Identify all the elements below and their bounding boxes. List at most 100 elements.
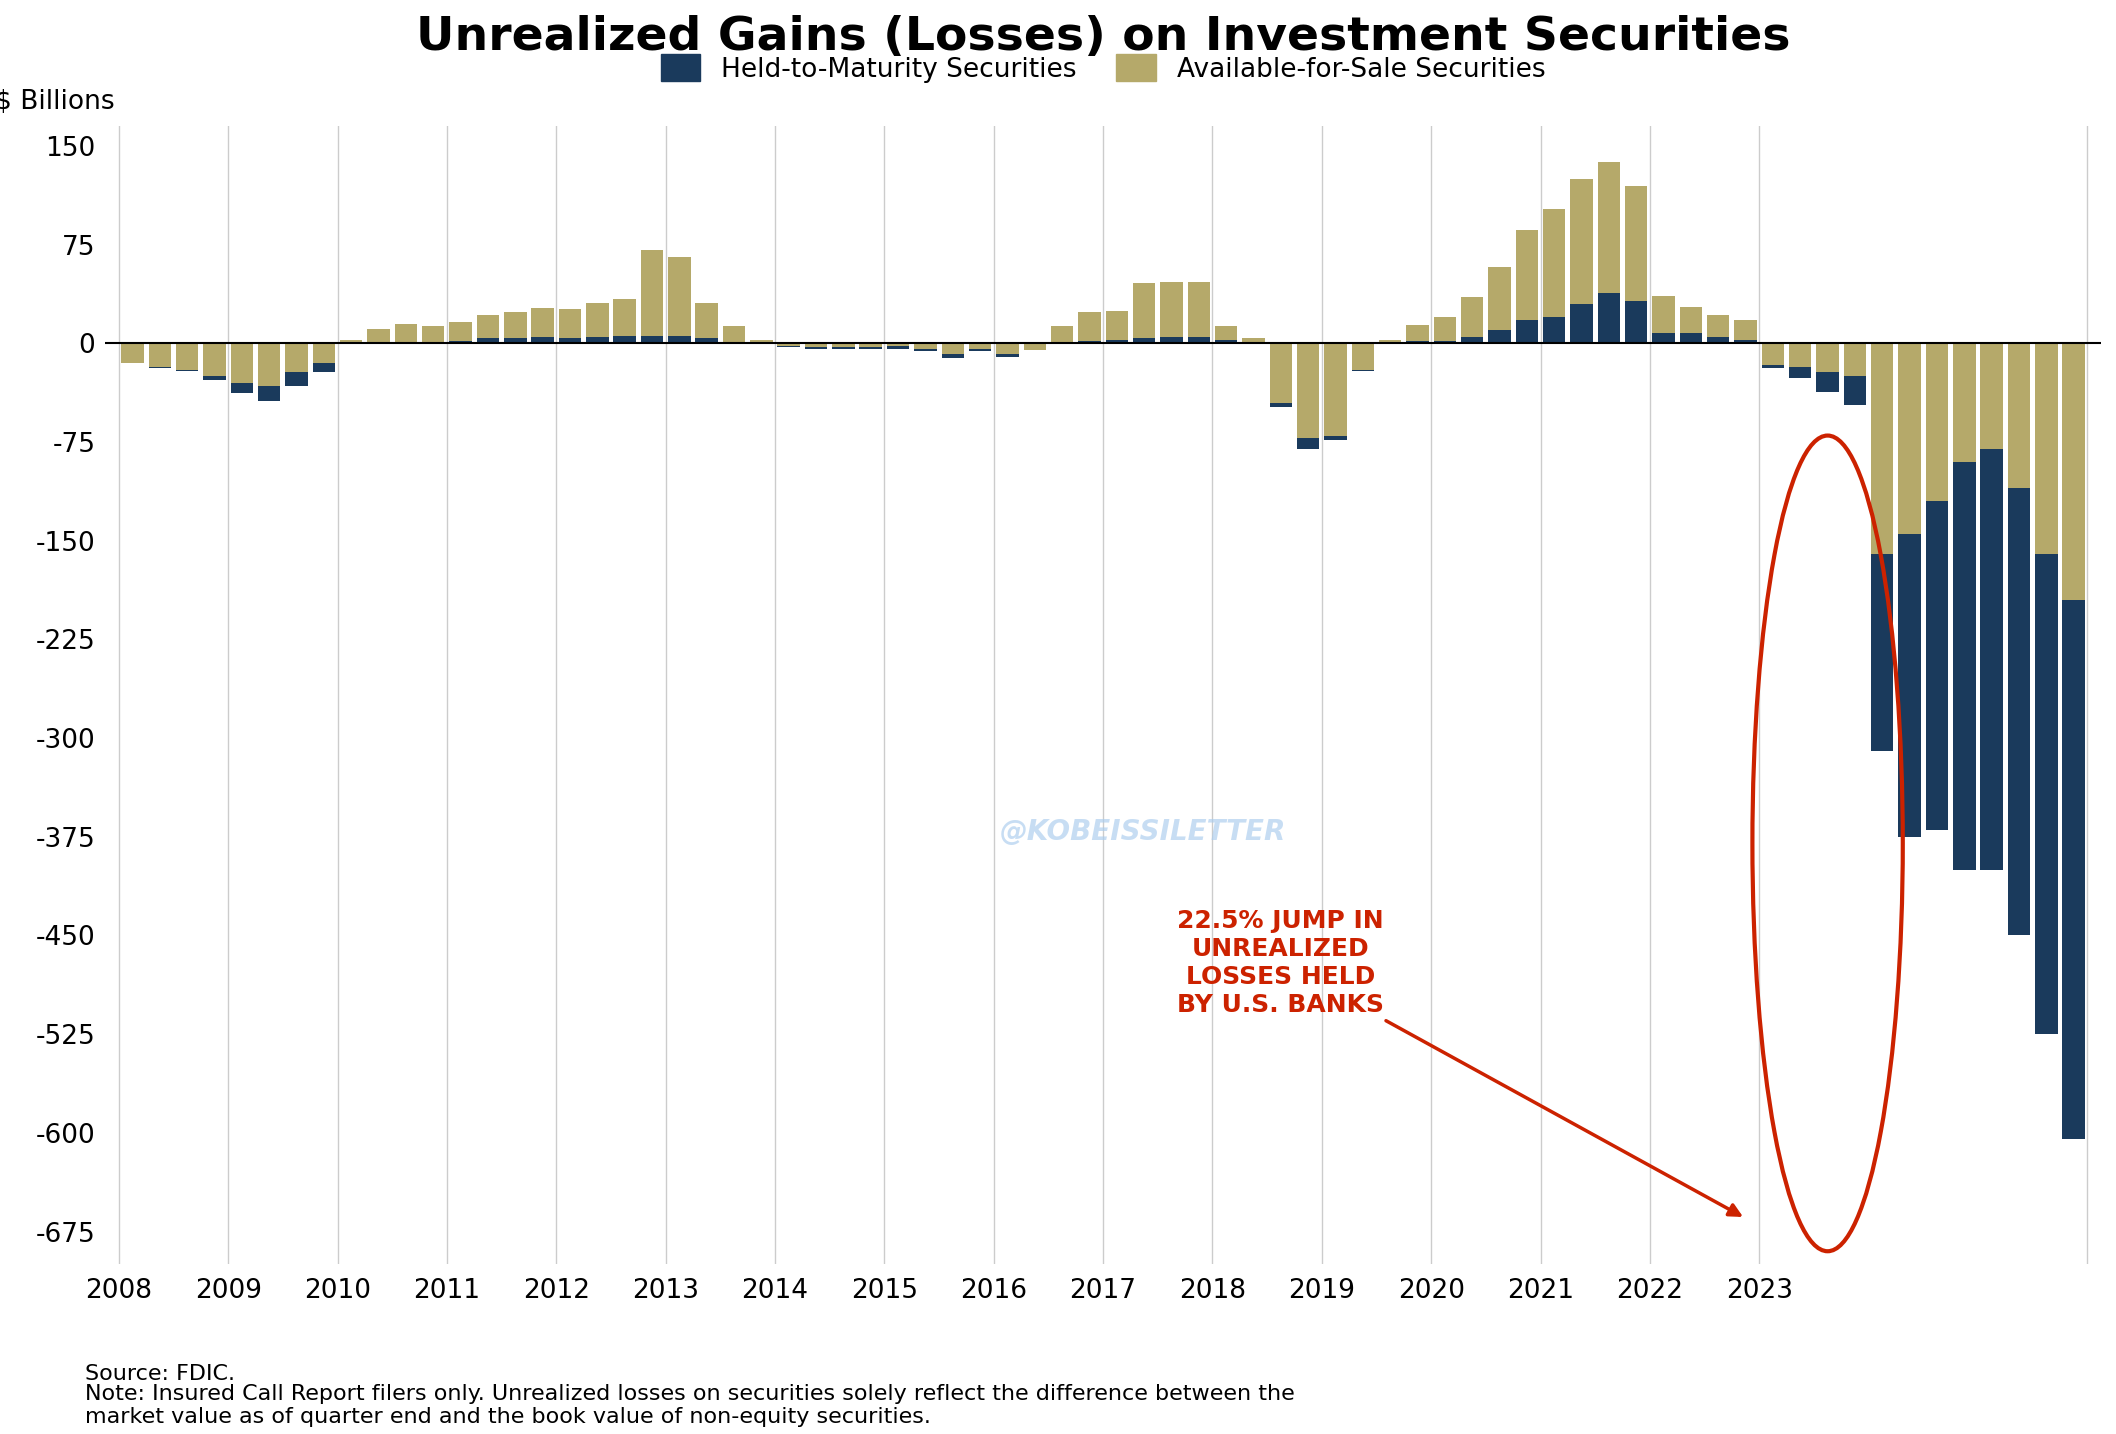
Bar	[1926, 502, 1949, 830]
Bar	[1024, 344, 1045, 350]
Bar	[1735, 320, 1756, 340]
Bar	[1488, 330, 1511, 344]
Bar	[396, 324, 417, 343]
Bar	[1570, 179, 1593, 304]
Bar	[231, 344, 254, 383]
Bar	[2063, 344, 2084, 599]
Bar	[2063, 599, 2084, 1140]
Bar	[1297, 344, 1320, 439]
Bar	[504, 311, 527, 338]
Bar	[1981, 449, 2004, 869]
Bar	[969, 344, 990, 348]
Bar	[832, 344, 855, 347]
Bar	[1352, 344, 1373, 370]
Bar	[914, 348, 937, 351]
Bar	[341, 340, 362, 344]
Bar	[1843, 344, 1866, 376]
Bar	[1488, 267, 1511, 330]
Bar	[1763, 364, 1784, 369]
Bar	[1132, 338, 1155, 344]
Bar	[231, 383, 254, 393]
Bar	[258, 386, 281, 402]
Bar	[476, 338, 499, 344]
Bar	[669, 336, 690, 344]
Bar	[1816, 344, 1839, 373]
Bar	[1515, 231, 1538, 320]
Bar	[614, 298, 637, 336]
Bar	[614, 336, 637, 344]
Bar	[1187, 337, 1210, 344]
Text: @KOBEISSILETTER: @KOBEISSILETTER	[1001, 817, 1287, 846]
Bar	[531, 337, 554, 344]
Bar	[1871, 554, 1894, 751]
Bar	[1215, 340, 1238, 344]
Bar	[476, 314, 499, 338]
Bar	[887, 344, 910, 346]
Bar	[1105, 311, 1128, 340]
Bar	[1132, 282, 1155, 338]
Bar	[1843, 376, 1866, 406]
Bar	[1625, 301, 1648, 344]
Bar	[1460, 297, 1483, 337]
Bar	[504, 338, 527, 344]
Bar	[1079, 311, 1100, 341]
Bar	[1953, 344, 1976, 462]
Bar	[368, 328, 389, 343]
Bar	[449, 341, 472, 344]
Bar	[286, 344, 307, 373]
Text: Source: FDIC.: Source: FDIC.	[85, 1364, 235, 1384]
Text: Note: Insured Call Report filers only. Unrealized losses on securities solely re: Note: Insured Call Report filers only. U…	[85, 1384, 1295, 1427]
Bar	[751, 340, 772, 344]
Bar	[1215, 327, 1238, 340]
Bar	[724, 327, 745, 343]
Bar	[1325, 436, 1346, 439]
Bar	[2036, 554, 2057, 1034]
Bar	[1953, 462, 1976, 869]
Bar	[176, 344, 199, 370]
Bar	[1708, 337, 1729, 344]
Bar	[313, 344, 334, 363]
Bar	[997, 354, 1018, 357]
Bar	[148, 344, 171, 367]
Bar	[696, 338, 717, 344]
Bar	[1926, 344, 1949, 502]
Bar	[887, 346, 910, 348]
Bar	[1735, 340, 1756, 344]
Bar	[1653, 333, 1674, 344]
Bar	[1653, 295, 1674, 333]
Bar	[1543, 209, 1566, 317]
Bar	[1680, 307, 1701, 333]
Bar	[1625, 185, 1648, 301]
Bar	[1871, 344, 1894, 554]
Bar	[1898, 535, 1921, 837]
Text: 22.5% JUMP IN
UNREALIZED
LOSSES HELD
BY U.S. BANKS: 22.5% JUMP IN UNREALIZED LOSSES HELD BY …	[1176, 909, 1739, 1215]
Bar	[696, 303, 717, 338]
Bar	[1270, 403, 1293, 407]
Bar	[1407, 341, 1428, 344]
Bar	[859, 344, 882, 347]
Bar	[203, 376, 226, 380]
Bar	[258, 344, 281, 386]
Bar	[914, 344, 937, 348]
Bar	[586, 303, 609, 337]
Bar	[1297, 439, 1320, 449]
Bar	[313, 363, 334, 373]
Bar	[804, 344, 827, 347]
Bar	[942, 344, 965, 354]
Bar	[1460, 337, 1483, 344]
Bar	[2036, 344, 2057, 554]
Bar	[2008, 344, 2029, 488]
Bar	[1570, 304, 1593, 344]
Bar	[1380, 340, 1401, 344]
Text: $ Billions: $ Billions	[0, 89, 114, 115]
Bar	[1407, 326, 1428, 341]
Bar	[669, 257, 690, 336]
Bar	[1788, 344, 1811, 367]
Bar	[1708, 314, 1729, 337]
Bar	[2008, 488, 2029, 935]
Bar	[1598, 294, 1621, 344]
Bar	[1435, 341, 1456, 344]
Bar	[421, 327, 444, 343]
Bar	[997, 344, 1018, 354]
Bar	[1105, 340, 1128, 344]
